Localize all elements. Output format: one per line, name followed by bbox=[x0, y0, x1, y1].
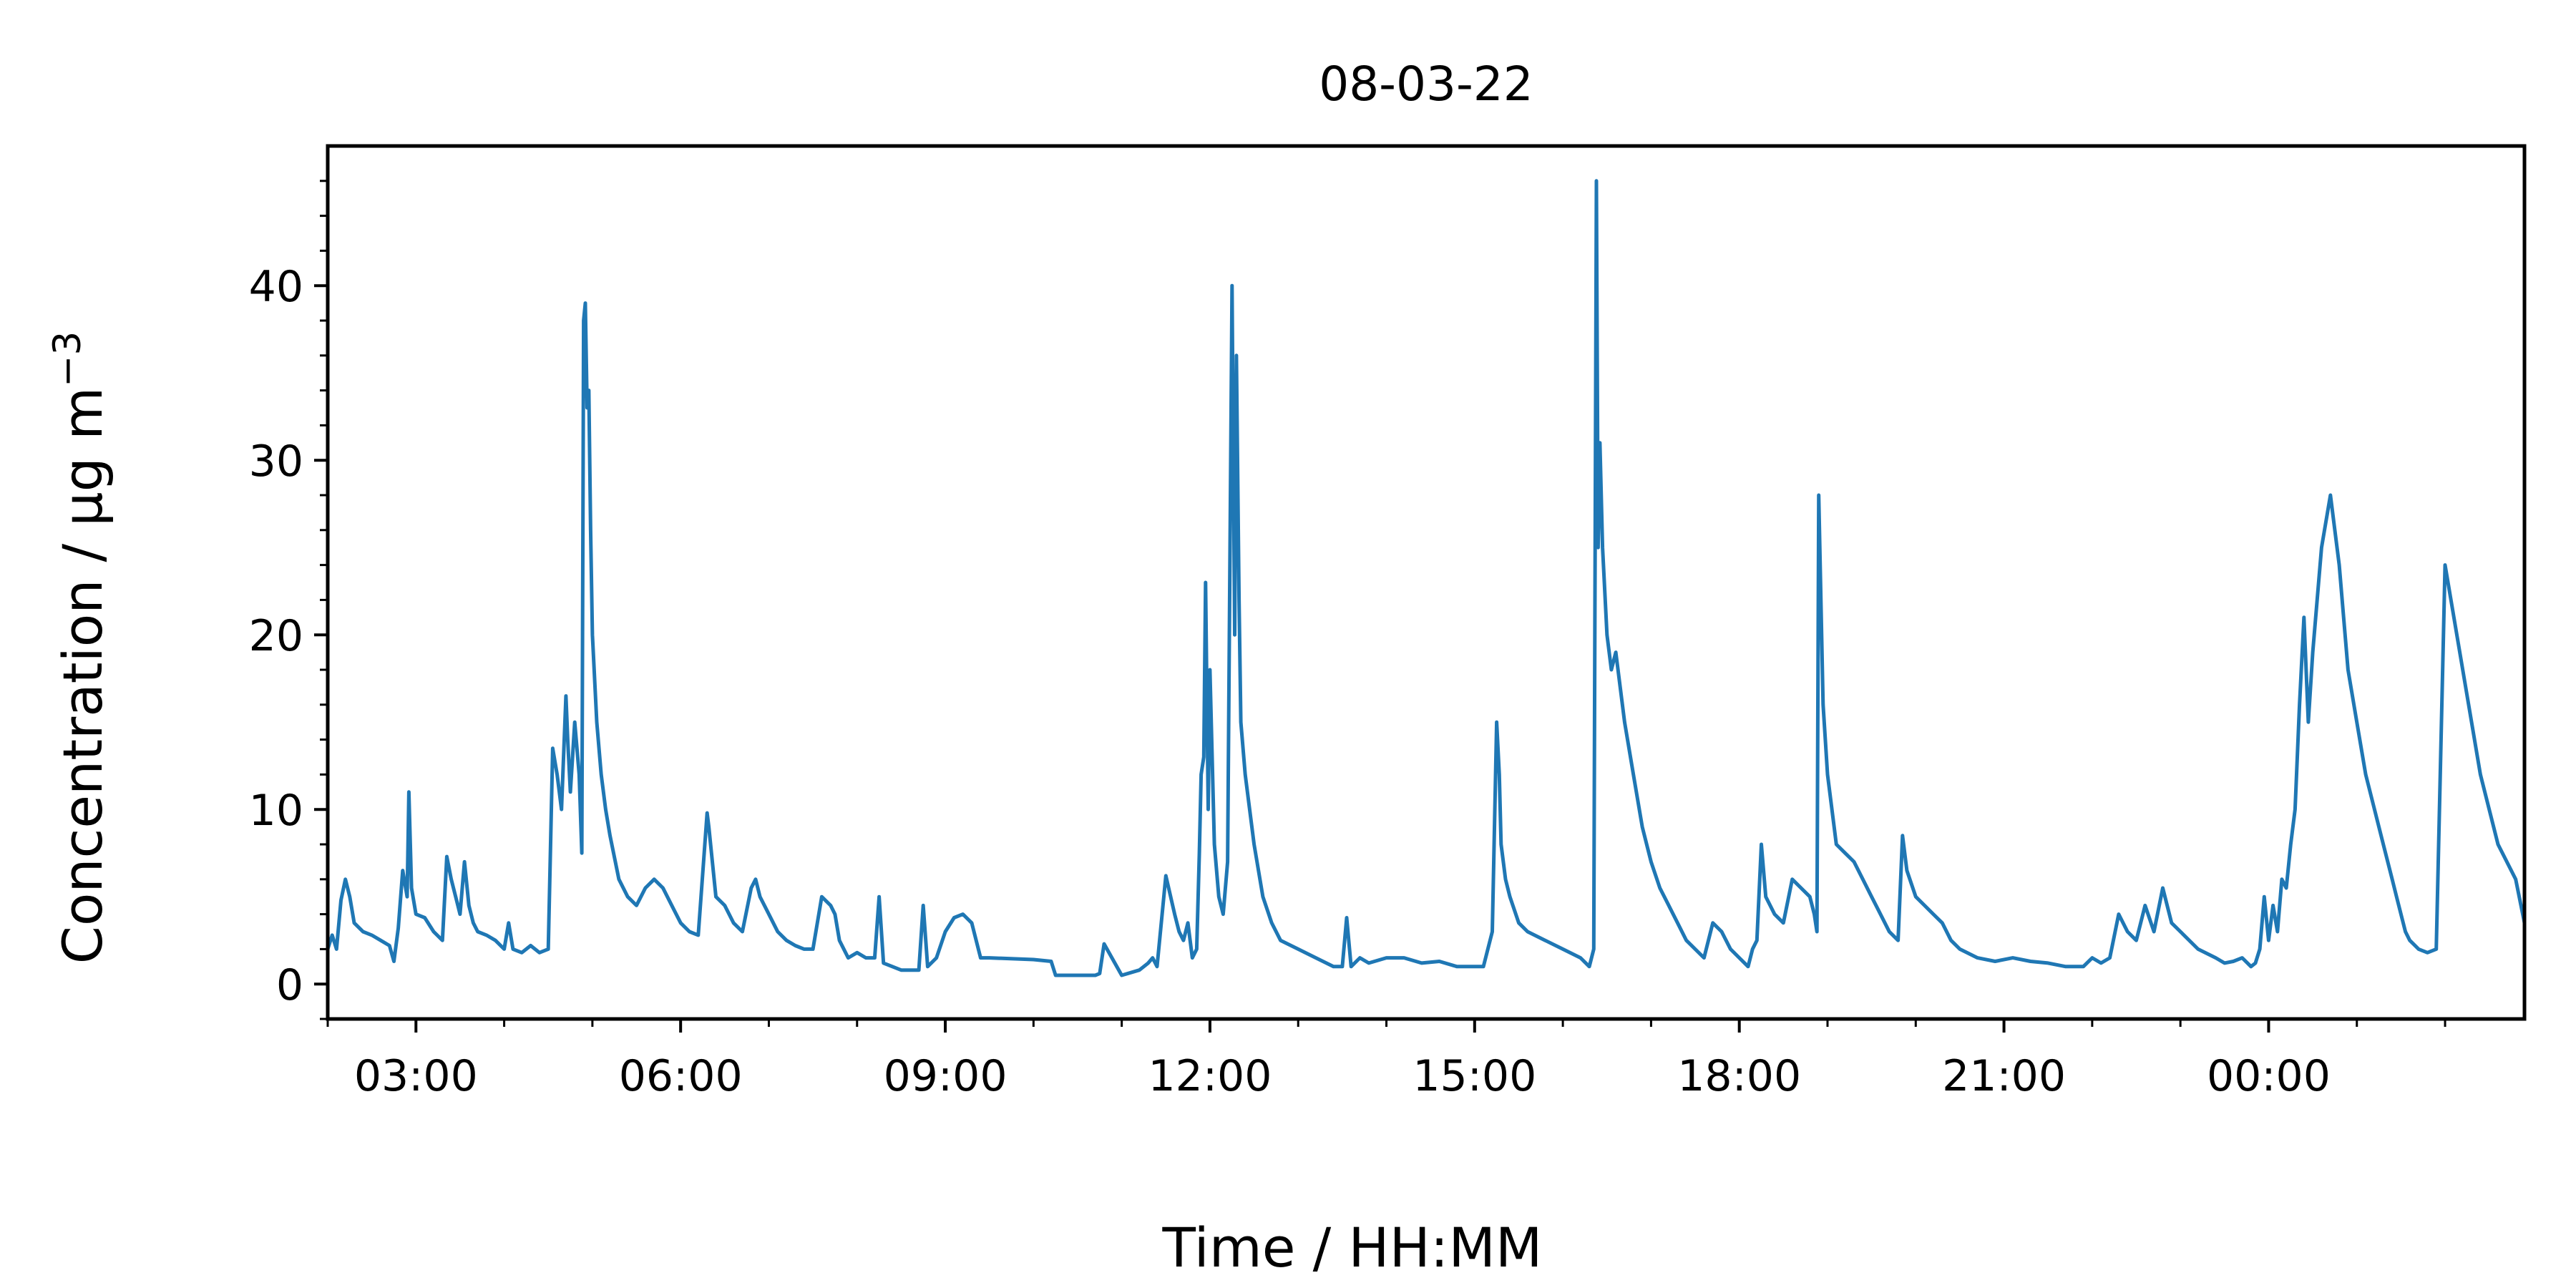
x-tick-label-03:00: 03:00 bbox=[354, 1051, 478, 1101]
y-axis-label-superscript: −3 bbox=[46, 331, 89, 387]
chart-title: 08-03-22 bbox=[1319, 57, 1533, 112]
x-major-ticks: 03:00 06:00 09:00 12:00 15:00 18:00 21:00 00:00 bbox=[354, 1019, 2331, 1101]
y-tick-label-30: 30 bbox=[249, 436, 303, 487]
y-tick-label-20: 20 bbox=[249, 611, 303, 661]
x-tick-label-00:00: 00:00 bbox=[2207, 1051, 2331, 1101]
series-line-concentration bbox=[326, 179, 2527, 977]
series-layer bbox=[326, 179, 2527, 977]
y-tick-label-10: 10 bbox=[249, 786, 303, 836]
y-axis-label: Concentration / μg m−3 bbox=[46, 331, 114, 965]
y-tick-label-0: 0 bbox=[276, 960, 303, 1010]
x-tick-label-12:00: 12:00 bbox=[1148, 1051, 1272, 1101]
y-tick-label-40: 40 bbox=[249, 262, 303, 312]
x-tick-label-15:00: 15:00 bbox=[1413, 1051, 1536, 1101]
x-tick-label-21:00: 21:00 bbox=[1942, 1051, 2066, 1101]
svg-text:Concentration / μg m−3: Concentration / μg m−3 bbox=[46, 331, 114, 965]
x-tick-label-09:00: 09:00 bbox=[884, 1051, 1008, 1101]
y-axis-label-text: Concentration / μg m bbox=[51, 387, 114, 964]
plot-frame bbox=[326, 144, 2527, 1021]
x-tick-label-18:00: 18:00 bbox=[1677, 1051, 1801, 1101]
y-major-ticks: 0 10 20 30 40 bbox=[249, 262, 328, 1010]
x-axis-label: Time / HH:MM bbox=[1162, 1216, 1543, 1279]
x-tick-label-06:00: 06:00 bbox=[619, 1051, 743, 1101]
